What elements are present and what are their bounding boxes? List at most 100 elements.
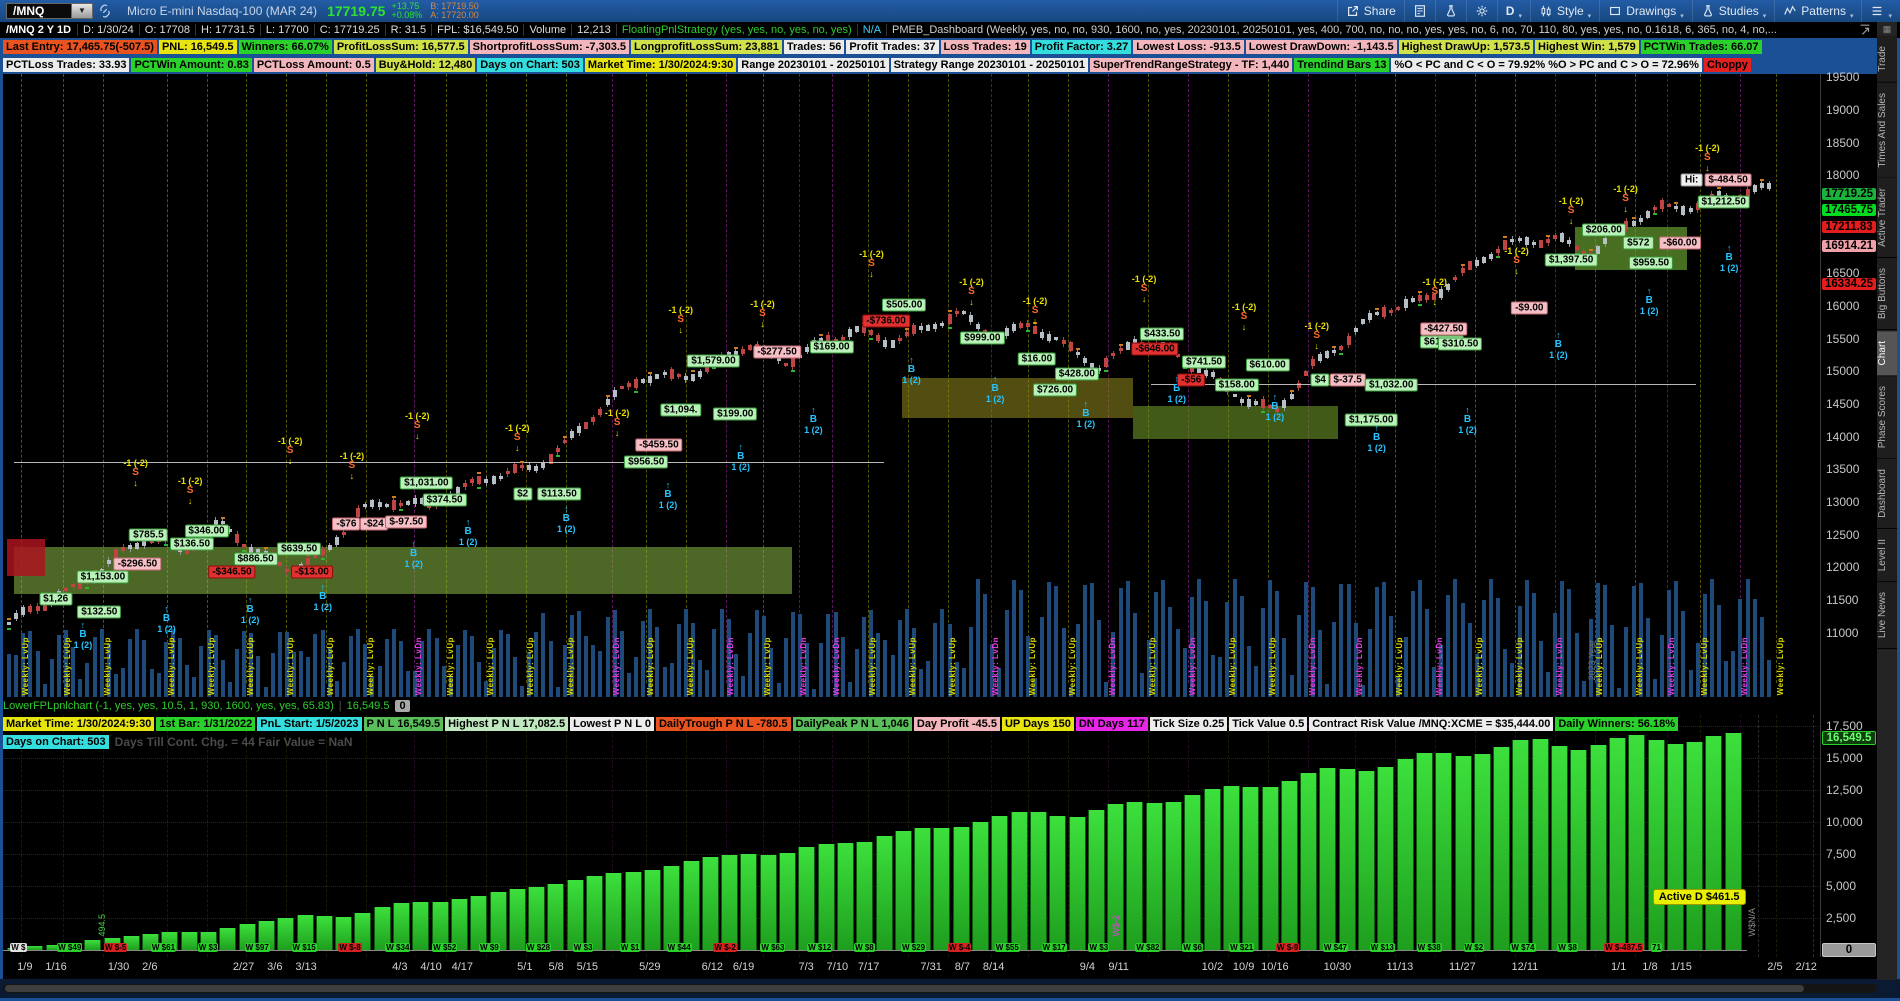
date-label: 7/3 [798, 961, 814, 973]
candle [919, 325, 924, 331]
symbol-dropdown-icon[interactable]: ▼ [72, 3, 93, 19]
timeframe-button[interactable]: D ▾ [1496, 0, 1530, 22]
volume-bar [933, 623, 938, 697]
pnl-bar [663, 866, 681, 950]
candle [1567, 239, 1572, 245]
volume-bar [149, 669, 154, 697]
header-field: C: 17719.25 [313, 24, 385, 36]
settings-gear-button[interactable] [1465, 0, 1497, 22]
volume-bar [505, 633, 510, 697]
sidebar-tab-live-news[interactable]: Live News [1877, 582, 1897, 650]
sidebar-grid-icon[interactable]: ▦ [1882, 24, 1892, 34]
pnl-bar [972, 822, 989, 950]
share-button[interactable]: Share [1336, 0, 1404, 22]
pnl-bar [1647, 739, 1665, 950]
studies-button[interactable]: Studies ▾ [1691, 0, 1775, 22]
volume-bar [1738, 598, 1743, 697]
volume-bar [1745, 579, 1750, 697]
dashboard-study-label[interactable]: PMEB_Dashboard (Weekly, yes, no, no, 930… [886, 24, 1782, 36]
candle [1261, 399, 1266, 408]
stat-chip: Market Time: 1/30/2024:9:30 [3, 717, 155, 731]
pnl-bar [1608, 737, 1626, 950]
more-list-button[interactable]: ▾ [1861, 0, 1900, 22]
pnl-bar [1570, 750, 1588, 950]
sidebar-tab-trade[interactable]: Trade [1877, 36, 1897, 83]
volume-bar [1118, 588, 1123, 697]
volume-bar [463, 629, 468, 697]
date-label: 4/10 [420, 961, 442, 973]
maximize-chart-icon[interactable] [1858, 23, 1872, 37]
sidebar-tab-phase-scores[interactable]: Phase Scores [1877, 375, 1897, 460]
trade-pnl-chip: $726.00 [1032, 383, 1078, 397]
volume-bar [1538, 640, 1543, 697]
main-price-chart[interactable]: Weekly: LvUp Weekly: LvUp Weekly: LvUp Week… [3, 74, 1820, 697]
style-button[interactable]: Style ▾ [1529, 0, 1599, 22]
strategy-label[interactable]: FloatingPnlStrategy (yes, yes, no, yes, … [615, 24, 857, 36]
volume-bar [1410, 590, 1415, 697]
header-field: H: 17731.5 [195, 24, 260, 36]
date-label: 1/9 [17, 961, 33, 973]
candle [691, 374, 696, 382]
volume-bar [755, 610, 760, 697]
symbol-input[interactable]: /MNQ ▼ [6, 3, 93, 19]
stat-chip: PCTWin Amount: 0.83 [131, 58, 252, 72]
candle [1517, 237, 1522, 242]
weekly-gridline-lower [102, 715, 104, 957]
volume-bar [1759, 616, 1764, 697]
volume-bar [648, 609, 653, 697]
lower-study-label[interactable]: LowerFPLpnlchart (-1, yes, yes, 10.5, 1,… [3, 700, 334, 712]
volume-bar [847, 681, 852, 697]
pnl-axis[interactable]: 17,500 15,000 12,500 10,000 7,500 5,000 2,500 1… [1820, 697, 1878, 957]
volume-bar [334, 680, 339, 697]
candle [1040, 331, 1045, 338]
sidebar-tab-active-trader[interactable]: Active Trader [1877, 178, 1897, 259]
report-button[interactable] [1403, 0, 1435, 22]
volume-bar [512, 657, 517, 697]
link-icon[interactable] [96, 3, 114, 19]
volume-bar [1353, 622, 1358, 697]
weekly-level-label: Weekly: LvUp [1634, 636, 1644, 695]
candle [320, 549, 325, 556]
analyze-beaker-button[interactable] [1434, 0, 1466, 22]
weekly-gridline [1267, 74, 1269, 683]
sidebar-tab-dashboard[interactable]: Dashboard [1877, 459, 1897, 530]
volume-bar [370, 675, 375, 697]
pnl-histogram-panel[interactable]: W $ W $49 W $-5 W $61 W $3 W $97 W $15 W $-8 W $… [3, 715, 1820, 957]
weekly-gridline-lower [762, 715, 764, 957]
sidebar-tab-big-buttons[interactable]: Big Buttons [1877, 258, 1897, 331]
trade-pnl-chip: $374.50 [422, 493, 467, 506]
sidebar-tab-level-ii[interactable]: Level II [1877, 529, 1897, 583]
weekly-level-label: Weekly: LvUp [102, 636, 112, 695]
drawings-button[interactable]: Drawings ▾ [1599, 0, 1692, 22]
price-axis[interactable]: 19500 19000 18500 18000 16500 16000 15500 15000… [1820, 70, 1878, 697]
volume-bar [1204, 601, 1209, 697]
scrollbar-thumb[interactable] [5, 985, 1805, 992]
trade-pnl-chip: -$24 [359, 517, 388, 531]
candle [306, 558, 311, 565]
trade-pnl-chip: $-37.5 [1329, 373, 1366, 387]
volume-bar [135, 629, 140, 697]
weekly-gridline-lower [366, 715, 368, 957]
symbol-value[interactable]: /MNQ [6, 3, 72, 19]
trade-pnl-chip: $999.00 [960, 331, 1005, 345]
weekly-pnl-chip: W $52 [432, 943, 458, 952]
candle [1624, 220, 1629, 230]
candle [14, 613, 19, 619]
stat-chip: Loss Trades: 19 [940, 40, 1030, 54]
volume-bar [1417, 580, 1422, 697]
volume-bar [534, 631, 539, 697]
date-axis[interactable]: 1/9 1/16 1/30 2/6 2/27 3/6 3/13 4/3 4/10 4/17 5/1 5… [3, 957, 1877, 979]
volume-bar [406, 670, 411, 697]
pnl-bar [26, 946, 44, 950]
patterns-button[interactable]: Patterns ▾ [1774, 0, 1861, 22]
volume-bar [819, 643, 824, 697]
weekly-gridline [867, 74, 869, 683]
horizontal-scrollbar[interactable] [3, 984, 1877, 993]
stop-tick [1588, 248, 1593, 251]
sidebar-tab-chart[interactable]: Chart [1877, 330, 1897, 376]
sidebar-tab-times-and-sales[interactable]: Times And Sales [1877, 82, 1897, 179]
